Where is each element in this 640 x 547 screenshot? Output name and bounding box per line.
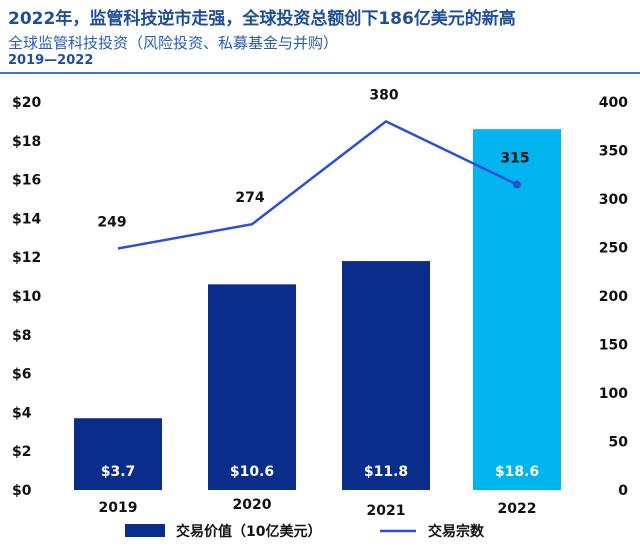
y-left-tick-label: $16: [12, 173, 41, 189]
line-value-label: 315: [500, 150, 529, 166]
bar: [74, 418, 162, 490]
y-right-tick-label: 250: [599, 241, 628, 257]
deal-count-line: [117, 119, 518, 250]
y-right-tick-label: 100: [599, 386, 628, 402]
y-left-tick-label: $10: [12, 289, 41, 305]
y-left-tick-label: $2: [12, 444, 31, 460]
bar: [342, 261, 430, 490]
bar-value-label: $10.6: [230, 464, 274, 480]
bar: [473, 129, 561, 490]
y-left-tick-label: $20: [12, 95, 41, 111]
line-value-label: 274: [235, 190, 264, 206]
bar-value-label: $11.8: [364, 464, 408, 480]
y-left-tick-label: $4: [12, 405, 32, 421]
x-tick-label: 2019: [99, 500, 138, 516]
header-divider: [0, 72, 640, 74]
line-value-label: 249: [97, 214, 126, 230]
x-tick-label: 2021: [367, 503, 406, 519]
y-right-tick-label: 200: [599, 289, 628, 305]
y-left-tick-label: $14: [12, 211, 41, 227]
legend-label-bar: 交易价值（10亿美元）: [176, 523, 321, 540]
legend-swatch-bar: [125, 524, 165, 537]
y-right-tick-label: 0: [618, 483, 628, 499]
chart-subtitle: 全球监管科技投资（风险投资、私募基金与并购）: [8, 34, 339, 52]
y-right-tick-label: 50: [609, 435, 629, 451]
y-right-tick-label: 400: [599, 95, 628, 111]
y-left-tick-label: $18: [12, 134, 41, 150]
line-value-label: 380: [369, 87, 398, 103]
y-left-tick-label: $6: [12, 367, 31, 383]
legend-label-line: 交易宗数: [428, 523, 485, 540]
bar: [208, 284, 296, 490]
x-tick-label: 2022: [498, 501, 537, 517]
y-right-tick-label: 350: [599, 144, 628, 160]
y-left-tick-label: $12: [12, 250, 41, 266]
y-left-tick-label: $8: [12, 328, 31, 344]
y-right-tick-label: 300: [599, 192, 628, 208]
bar-value-label: $18.6: [495, 464, 539, 480]
bar-value-label: $3.7: [101, 464, 136, 480]
y-left-tick-label: $0: [12, 483, 32, 499]
chart-title: 2022年，监管科技逆市走强，全球投资总额创下186亿美元的新高: [8, 9, 516, 29]
chart-period: 2019—2022: [8, 53, 94, 68]
y-right-tick-label: 150: [599, 338, 628, 354]
line-point: [513, 180, 521, 189]
x-tick-label: 2020: [233, 497, 272, 513]
